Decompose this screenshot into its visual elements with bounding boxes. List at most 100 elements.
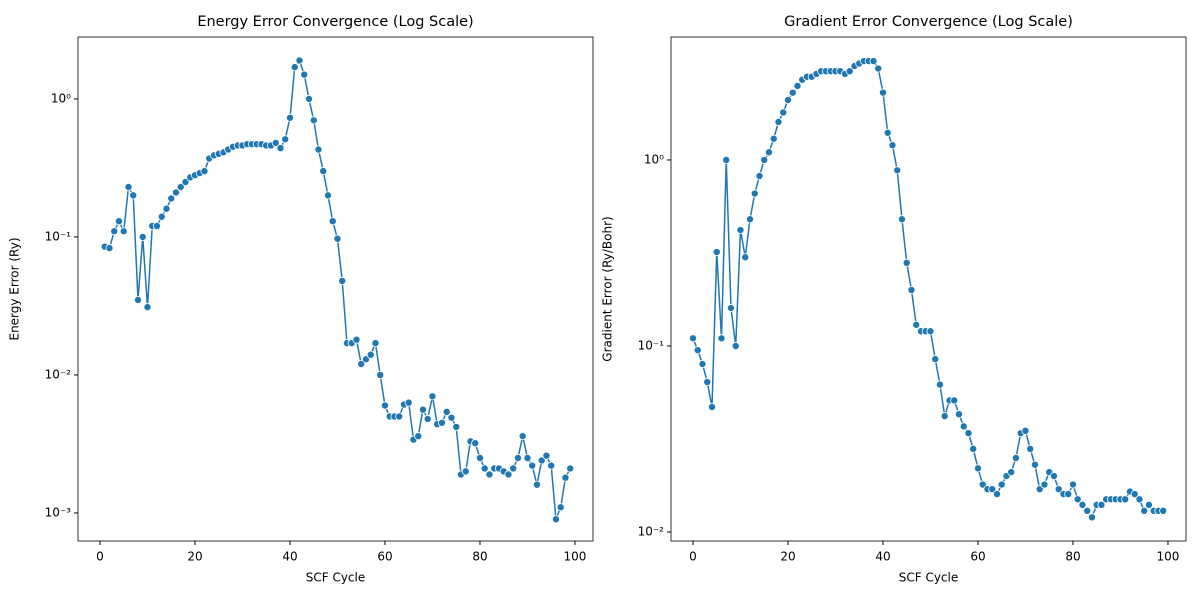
data-point bbox=[745, 215, 754, 224]
data-point bbox=[940, 412, 949, 421]
data-point bbox=[181, 178, 190, 187]
data-point bbox=[380, 401, 389, 410]
data-point bbox=[276, 144, 285, 153]
data-point bbox=[869, 57, 878, 66]
data-point bbox=[461, 467, 470, 476]
data-point bbox=[950, 396, 959, 405]
data-point bbox=[143, 303, 152, 312]
data-point bbox=[162, 204, 171, 213]
data-point bbox=[366, 350, 375, 359]
data-point bbox=[105, 244, 114, 253]
data-point bbox=[471, 439, 480, 448]
data-point bbox=[157, 212, 166, 221]
data-point bbox=[997, 480, 1006, 489]
x-tick-label: 40 bbox=[282, 550, 297, 564]
data-point bbox=[1073, 495, 1082, 504]
data-point bbox=[314, 145, 323, 154]
data-point bbox=[973, 464, 982, 473]
data-point bbox=[1035, 485, 1044, 494]
data-point bbox=[1078, 500, 1087, 509]
x-tick-label: 20 bbox=[780, 550, 795, 564]
x-axis-label: SCF Cycle bbox=[306, 571, 366, 585]
data-point bbox=[167, 194, 176, 203]
y-tick-label: 10⁰ bbox=[644, 152, 664, 166]
data-point bbox=[912, 320, 921, 329]
chart-title: Energy Error Convergence (Log Scale) bbox=[197, 14, 473, 30]
data-point bbox=[888, 141, 897, 150]
data-point bbox=[926, 327, 935, 336]
data-point bbox=[1026, 444, 1035, 453]
data-point bbox=[698, 360, 707, 369]
data-point bbox=[328, 217, 337, 226]
data-point bbox=[893, 166, 902, 175]
data-point bbox=[902, 258, 911, 267]
data-point bbox=[1011, 454, 1020, 463]
data-point bbox=[1054, 485, 1063, 494]
data-point bbox=[717, 334, 726, 343]
data-point bbox=[712, 248, 721, 257]
data-point bbox=[338, 276, 347, 285]
data-point bbox=[309, 116, 318, 125]
data-point bbox=[722, 155, 731, 164]
data-point bbox=[442, 407, 451, 416]
data-point bbox=[845, 67, 854, 76]
data-point bbox=[731, 341, 740, 350]
data-point bbox=[978, 480, 987, 489]
data-point bbox=[935, 380, 944, 389]
data-point bbox=[774, 117, 783, 126]
data-point bbox=[304, 94, 313, 103]
data-point bbox=[423, 414, 432, 423]
data-point bbox=[518, 432, 527, 441]
data-point bbox=[1159, 506, 1168, 515]
data-point bbox=[152, 221, 161, 230]
data-line bbox=[104, 58, 571, 520]
plot-area bbox=[688, 57, 1168, 522]
data-point bbox=[319, 167, 328, 176]
data-point bbox=[333, 234, 342, 243]
data-point bbox=[1097, 500, 1106, 509]
data-point bbox=[480, 464, 489, 473]
data-point bbox=[1087, 513, 1096, 522]
data-point bbox=[300, 70, 309, 79]
data-point bbox=[1049, 472, 1058, 481]
data-point bbox=[755, 171, 764, 180]
y-tick-label: 10⁻¹ bbox=[45, 229, 72, 243]
data-point bbox=[883, 128, 892, 137]
data-point bbox=[878, 88, 887, 97]
data-point bbox=[707, 402, 716, 411]
data-point bbox=[547, 461, 556, 470]
axes-frame bbox=[77, 36, 594, 542]
data-point bbox=[119, 227, 128, 236]
plot-area bbox=[100, 56, 575, 524]
data-point bbox=[371, 339, 380, 348]
data-point bbox=[352, 335, 361, 344]
y-axis-label: Energy Error (Ry) bbox=[8, 237, 22, 340]
data-point bbox=[693, 346, 702, 355]
x-tick-label: 100 bbox=[1156, 550, 1179, 564]
data-point bbox=[532, 480, 541, 489]
data-point bbox=[133, 295, 142, 304]
x-tick-label: 60 bbox=[377, 550, 392, 564]
data-point bbox=[176, 183, 185, 192]
data-point bbox=[281, 135, 290, 144]
data-point bbox=[556, 503, 565, 512]
data-point bbox=[1030, 460, 1039, 469]
data-point bbox=[295, 56, 304, 65]
data-point bbox=[907, 285, 916, 294]
x-tick-label: 0 bbox=[96, 550, 104, 564]
data-point bbox=[931, 355, 940, 364]
data-point bbox=[114, 217, 123, 226]
data-point bbox=[736, 226, 745, 235]
data-point bbox=[561, 473, 570, 482]
data-point bbox=[428, 392, 437, 401]
axes: Gradient Error Convergence (Log Scale) SC… bbox=[601, 14, 1187, 585]
data-point bbox=[513, 454, 522, 463]
data-point bbox=[110, 227, 119, 236]
data-point bbox=[437, 418, 446, 427]
data-point bbox=[788, 88, 797, 97]
data-line bbox=[692, 60, 1164, 519]
x-tick-label: 60 bbox=[970, 550, 985, 564]
data-point bbox=[509, 464, 518, 473]
data-point bbox=[1135, 495, 1144, 504]
data-point bbox=[418, 405, 427, 414]
